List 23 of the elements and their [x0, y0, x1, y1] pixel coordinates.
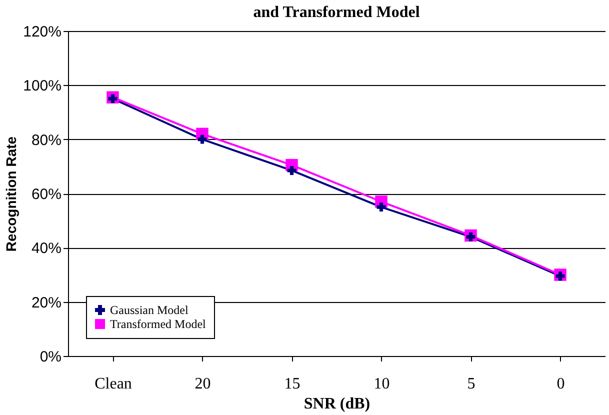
- point: [108, 94, 118, 104]
- y-tick-label: 20%: [31, 294, 62, 312]
- legend-label: Gaussian Model: [110, 303, 189, 317]
- y-tick-label: 80%: [31, 132, 62, 149]
- y-tick-label: 0%: [40, 348, 62, 366]
- x-tick-label: 10: [374, 376, 390, 392]
- x-tick-label: 0: [556, 376, 565, 392]
- legend-label: Transformed Model: [110, 317, 207, 331]
- x-tick-label: 5: [467, 376, 476, 392]
- x-tick-label: 15: [284, 376, 300, 392]
- x-axis-title: SNR (dB): [304, 396, 370, 412]
- y-tick-label: 120%: [23, 24, 62, 40]
- y-tick-label: 40%: [31, 240, 62, 258]
- y-axis-title: Recognition Rate: [3, 136, 20, 252]
- point: [287, 166, 296, 175]
- chart-title: and Transformed Model: [253, 4, 420, 21]
- y-tick-label: 60%: [31, 186, 62, 203]
- x-tick-label: Clean: [94, 376, 132, 392]
- x-tick-label: 20: [194, 376, 211, 392]
- point: [376, 202, 386, 212]
- y-tick-label: 100%: [23, 78, 62, 95]
- point: [556, 272, 565, 281]
- point: [198, 134, 207, 144]
